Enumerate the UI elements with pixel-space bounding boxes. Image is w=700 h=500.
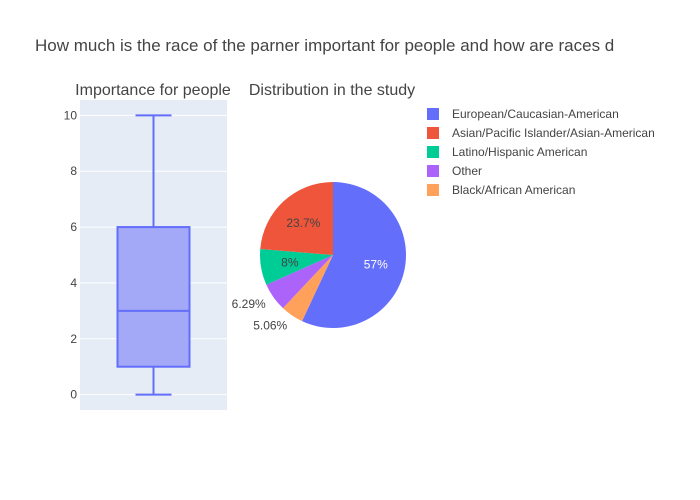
pie-slices xyxy=(260,182,406,328)
legend-item-label[interactable]: Black/African American xyxy=(452,183,575,197)
box-subplot-title: Importance for people xyxy=(75,82,231,99)
pie-slice xyxy=(282,255,333,322)
legend-swatch[interactable] xyxy=(427,127,439,139)
legend-swatch[interactable] xyxy=(427,184,439,196)
y-tick-label: 2 xyxy=(70,332,77,346)
box-subplot: Importance for people 0 2 4 6 8 10 xyxy=(64,82,231,410)
pie-slice-label: 8% xyxy=(281,255,299,269)
pie-subplot-title: Distribution in the study xyxy=(249,82,415,99)
box-y-tick-labels: 0 2 4 6 8 10 xyxy=(64,108,78,401)
pie-subplot: Distribution in the study 57% 5.06% 6.29% 8… xyxy=(232,82,415,332)
pie-slice-label: 23.7% xyxy=(286,216,320,230)
y-tick-label: 0 xyxy=(70,388,77,402)
legend-item-label[interactable]: Other xyxy=(452,164,482,178)
pie-slice xyxy=(302,182,406,328)
box-marks xyxy=(116,114,191,396)
y-tick-label: 6 xyxy=(70,220,77,234)
pie-slice xyxy=(260,248,333,285)
y-tick-label: 10 xyxy=(64,108,78,122)
y-tick-label: 4 xyxy=(70,276,77,290)
box-iqr xyxy=(116,226,191,368)
legend-item-label[interactable]: European/Caucasian-American xyxy=(452,107,619,121)
legend: European/Caucasian-American Asian/Pacific… xyxy=(427,107,655,197)
legend-item-label[interactable]: Asian/Pacific Islander/Asian-American xyxy=(452,126,655,140)
pie-slice-label: 6.29% xyxy=(232,297,266,311)
legend-item-label[interactable]: Latino/Hispanic American xyxy=(452,145,587,159)
legend-swatch[interactable] xyxy=(427,165,439,177)
pie-slice-labels: 57% 5.06% 6.29% 8% 23.7% xyxy=(232,216,388,333)
pie-slice xyxy=(266,255,333,309)
y-tick-label: 8 xyxy=(70,164,77,178)
legend-swatch[interactable] xyxy=(427,146,439,158)
legend-swatch[interactable] xyxy=(427,108,439,120)
figure-title: How much is the race of the parner impor… xyxy=(35,36,614,55)
pie-slice xyxy=(260,182,333,255)
pie-slice-label: 57% xyxy=(364,258,388,272)
pie-slice-label: 5.06% xyxy=(253,318,287,332)
